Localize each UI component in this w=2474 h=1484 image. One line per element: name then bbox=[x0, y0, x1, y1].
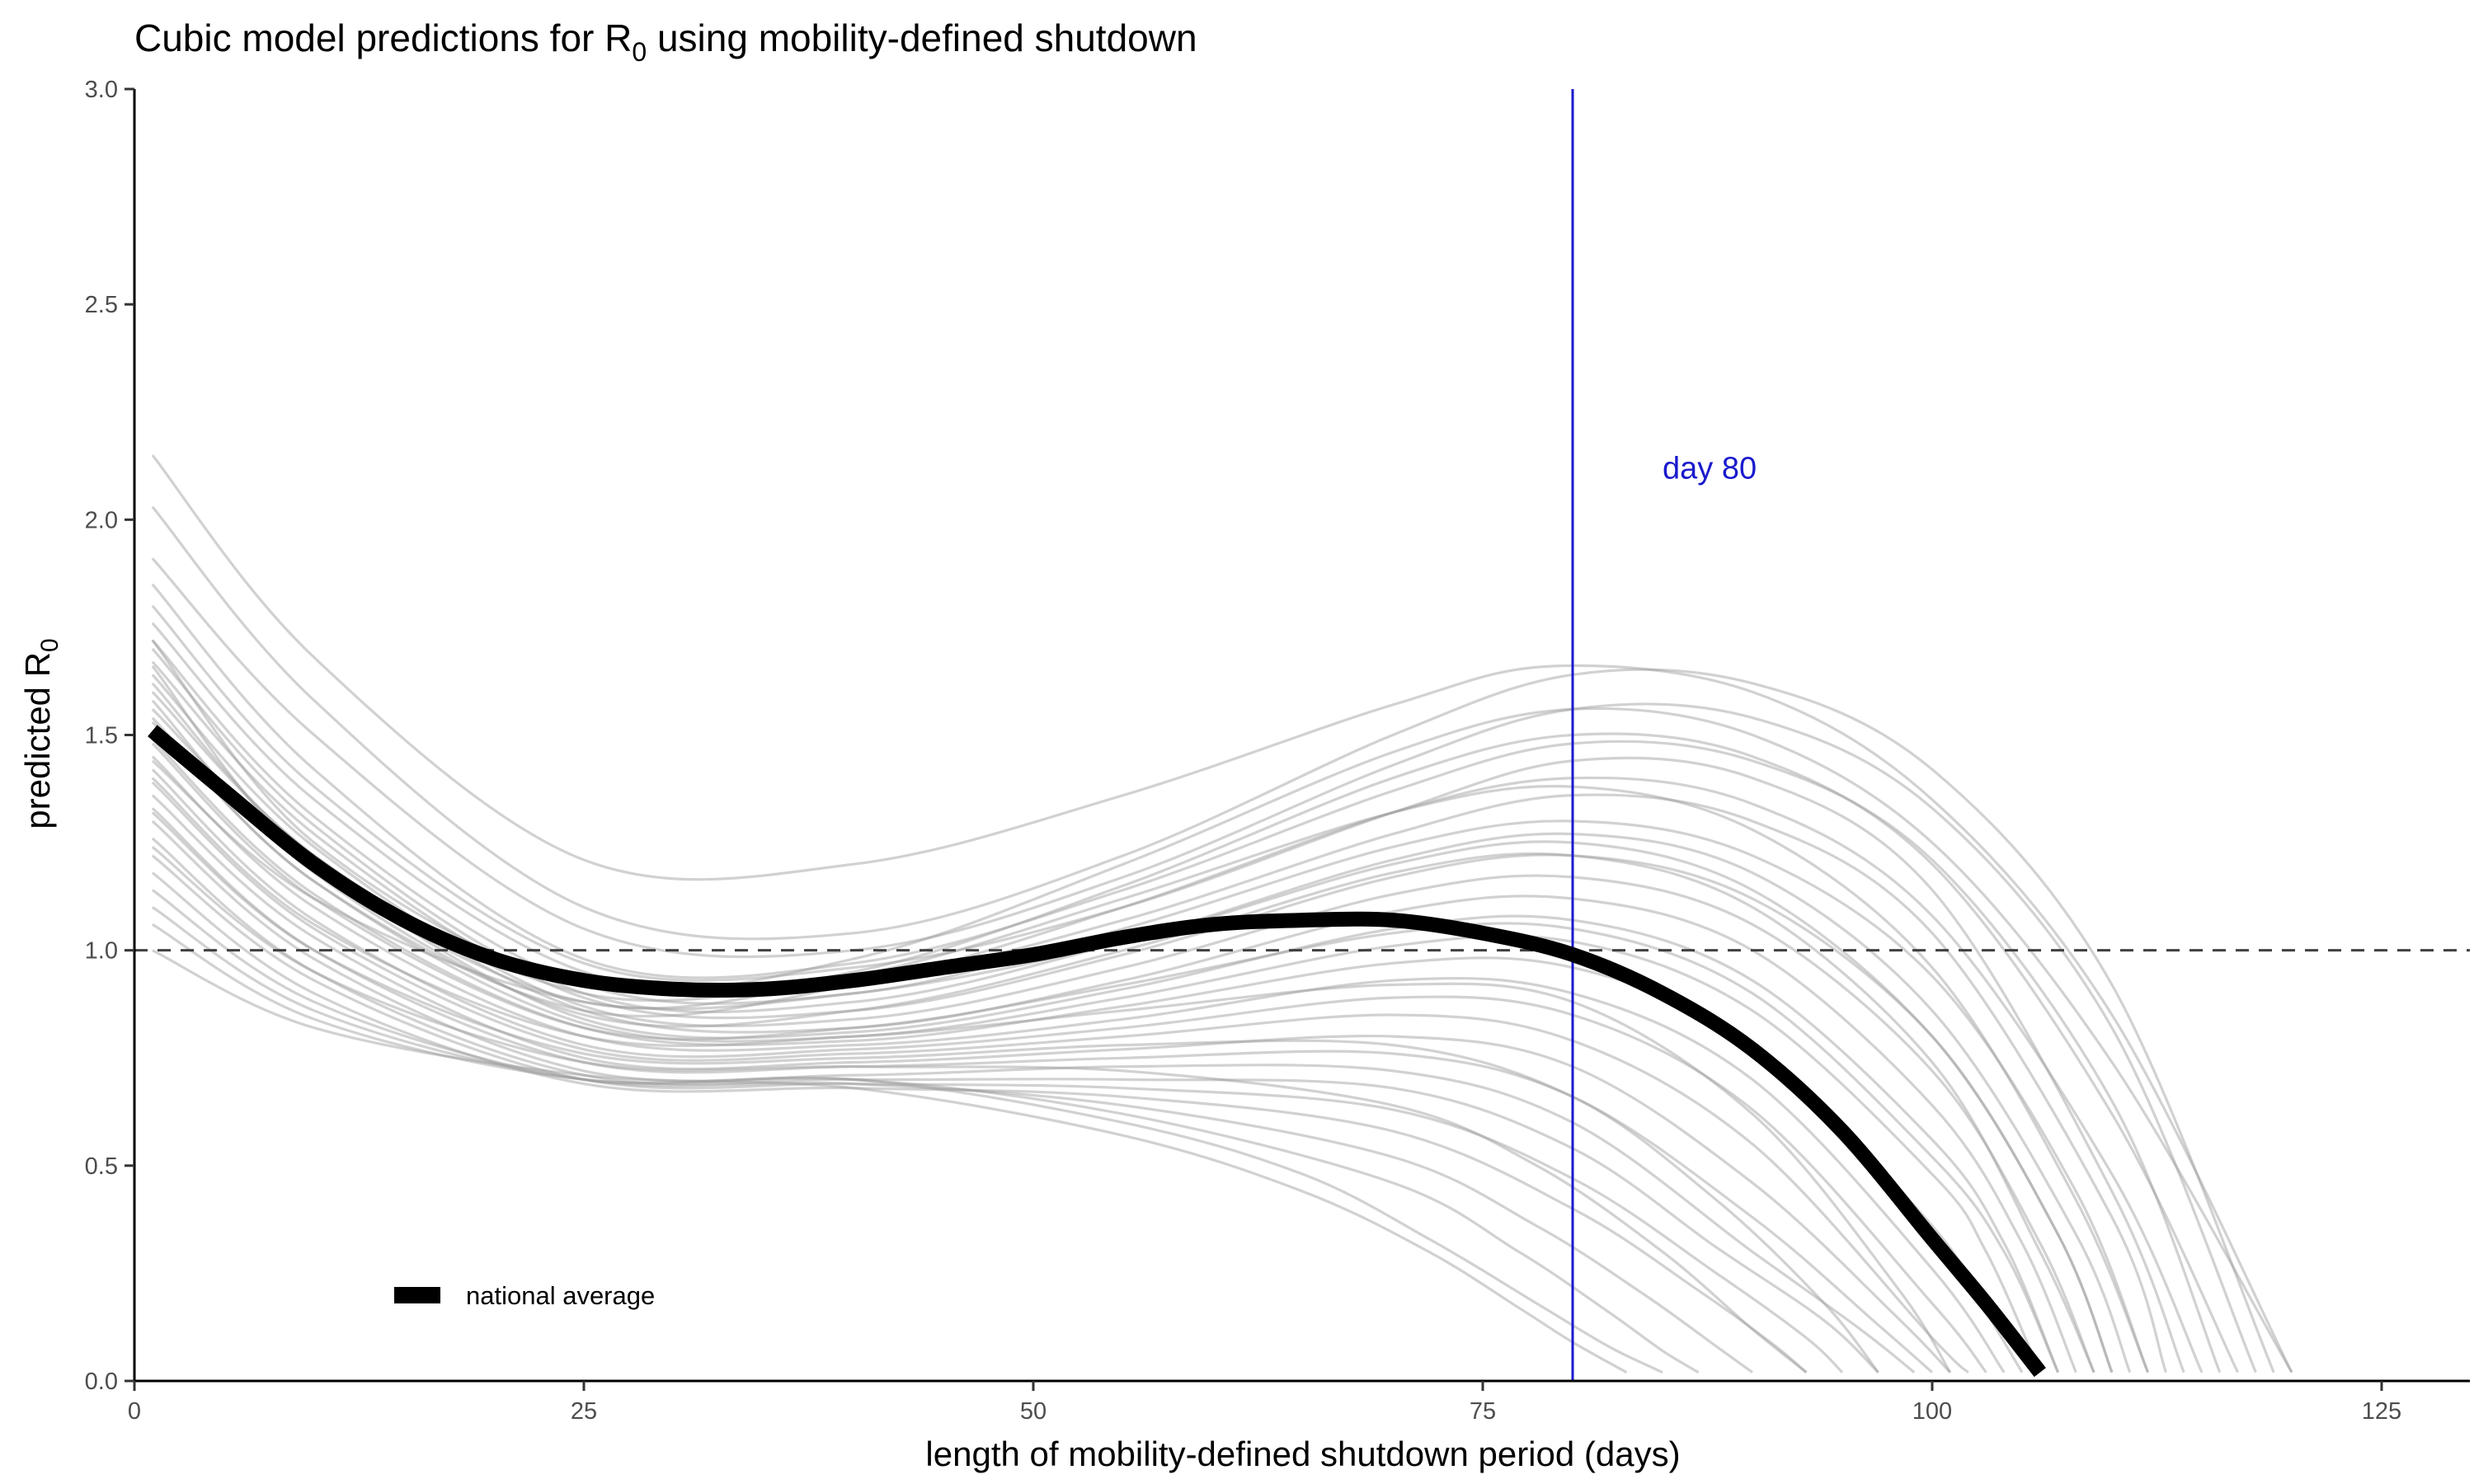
state-curve bbox=[151, 811, 1879, 1374]
state-curve bbox=[151, 721, 2042, 1374]
state-curve bbox=[151, 583, 2222, 1374]
state-prediction-curves bbox=[151, 454, 2293, 1374]
x-tick-label: 50 bbox=[1020, 1398, 1047, 1425]
y-tick-label: 0.5 bbox=[85, 1153, 118, 1180]
state-curve bbox=[151, 846, 1808, 1374]
y-tick-label: 0.0 bbox=[85, 1369, 118, 1395]
state-curve bbox=[151, 691, 2077, 1374]
x-axis-title: length of mobility-defined shutdown peri… bbox=[925, 1435, 1680, 1473]
state-curve bbox=[151, 871, 1808, 1374]
state-curve bbox=[151, 755, 2006, 1374]
state-curve bbox=[151, 768, 1987, 1374]
x-tick-label: 100 bbox=[1912, 1398, 1952, 1425]
state-curve bbox=[151, 454, 2293, 1374]
title-main: Cubic model predictions for R bbox=[134, 16, 632, 59]
x-tick-label: 75 bbox=[1470, 1398, 1496, 1425]
state-curve bbox=[151, 557, 2257, 1374]
x-axis-ticks: 0 25 50 75 100 125 bbox=[128, 1381, 2401, 1425]
x-tick-label: 0 bbox=[128, 1398, 141, 1425]
state-curve bbox=[151, 906, 1700, 1374]
title-rest: using mobility-defined shutdown bbox=[647, 16, 1197, 59]
y-tick-label: 2.0 bbox=[85, 507, 118, 533]
state-curve bbox=[151, 647, 2132, 1374]
chart-title: Cubic model predictions for R0 using mob… bbox=[134, 16, 1197, 67]
national-average-curve bbox=[148, 725, 2046, 1378]
y-title-subscript: 0 bbox=[36, 638, 63, 652]
state-curve bbox=[151, 819, 1916, 1374]
state-curve bbox=[151, 854, 1844, 1374]
national-average-line bbox=[148, 725, 2046, 1378]
state-curve bbox=[151, 639, 2150, 1374]
state-curve bbox=[151, 807, 1934, 1374]
state-curve bbox=[151, 889, 1753, 1374]
legend: national average bbox=[394, 1281, 655, 1310]
y-tick-label: 3.0 bbox=[85, 77, 118, 103]
x-tick-label: 125 bbox=[2362, 1398, 2401, 1425]
state-curve bbox=[152, 949, 1628, 1374]
y-axis-title: predicted R0 bbox=[18, 638, 63, 829]
state-curve bbox=[151, 505, 2275, 1374]
state-curve bbox=[151, 837, 1879, 1374]
state-curve bbox=[151, 742, 2060, 1374]
state-curve bbox=[151, 604, 2185, 1374]
y-axis-ticks: 0.0 0.5 1.0 1.5 2.0 2.5 3.0 bbox=[85, 77, 134, 1395]
state-curve bbox=[151, 660, 2114, 1374]
state-curve bbox=[151, 622, 2167, 1374]
title-subscript: 0 bbox=[632, 37, 647, 67]
y-tick-label: 2.5 bbox=[85, 292, 118, 318]
state-curve bbox=[151, 781, 1969, 1374]
state-curve bbox=[151, 794, 1951, 1374]
y-tick-label: 1.0 bbox=[85, 938, 118, 965]
y-tick-label: 1.5 bbox=[85, 723, 118, 749]
legend-national-label: national average bbox=[466, 1281, 655, 1310]
state-curve bbox=[151, 759, 2114, 1374]
y-title-main: predicted R bbox=[18, 652, 57, 829]
day-80-label: day 80 bbox=[1663, 452, 1757, 486]
state-curve bbox=[151, 777, 1952, 1374]
state-curve bbox=[151, 716, 2204, 1374]
state-curve bbox=[151, 665, 2150, 1374]
state-curve bbox=[151, 923, 1663, 1374]
state-curve bbox=[151, 708, 2060, 1374]
x-tick-label: 25 bbox=[571, 1398, 597, 1425]
state-curve bbox=[151, 699, 2095, 1374]
